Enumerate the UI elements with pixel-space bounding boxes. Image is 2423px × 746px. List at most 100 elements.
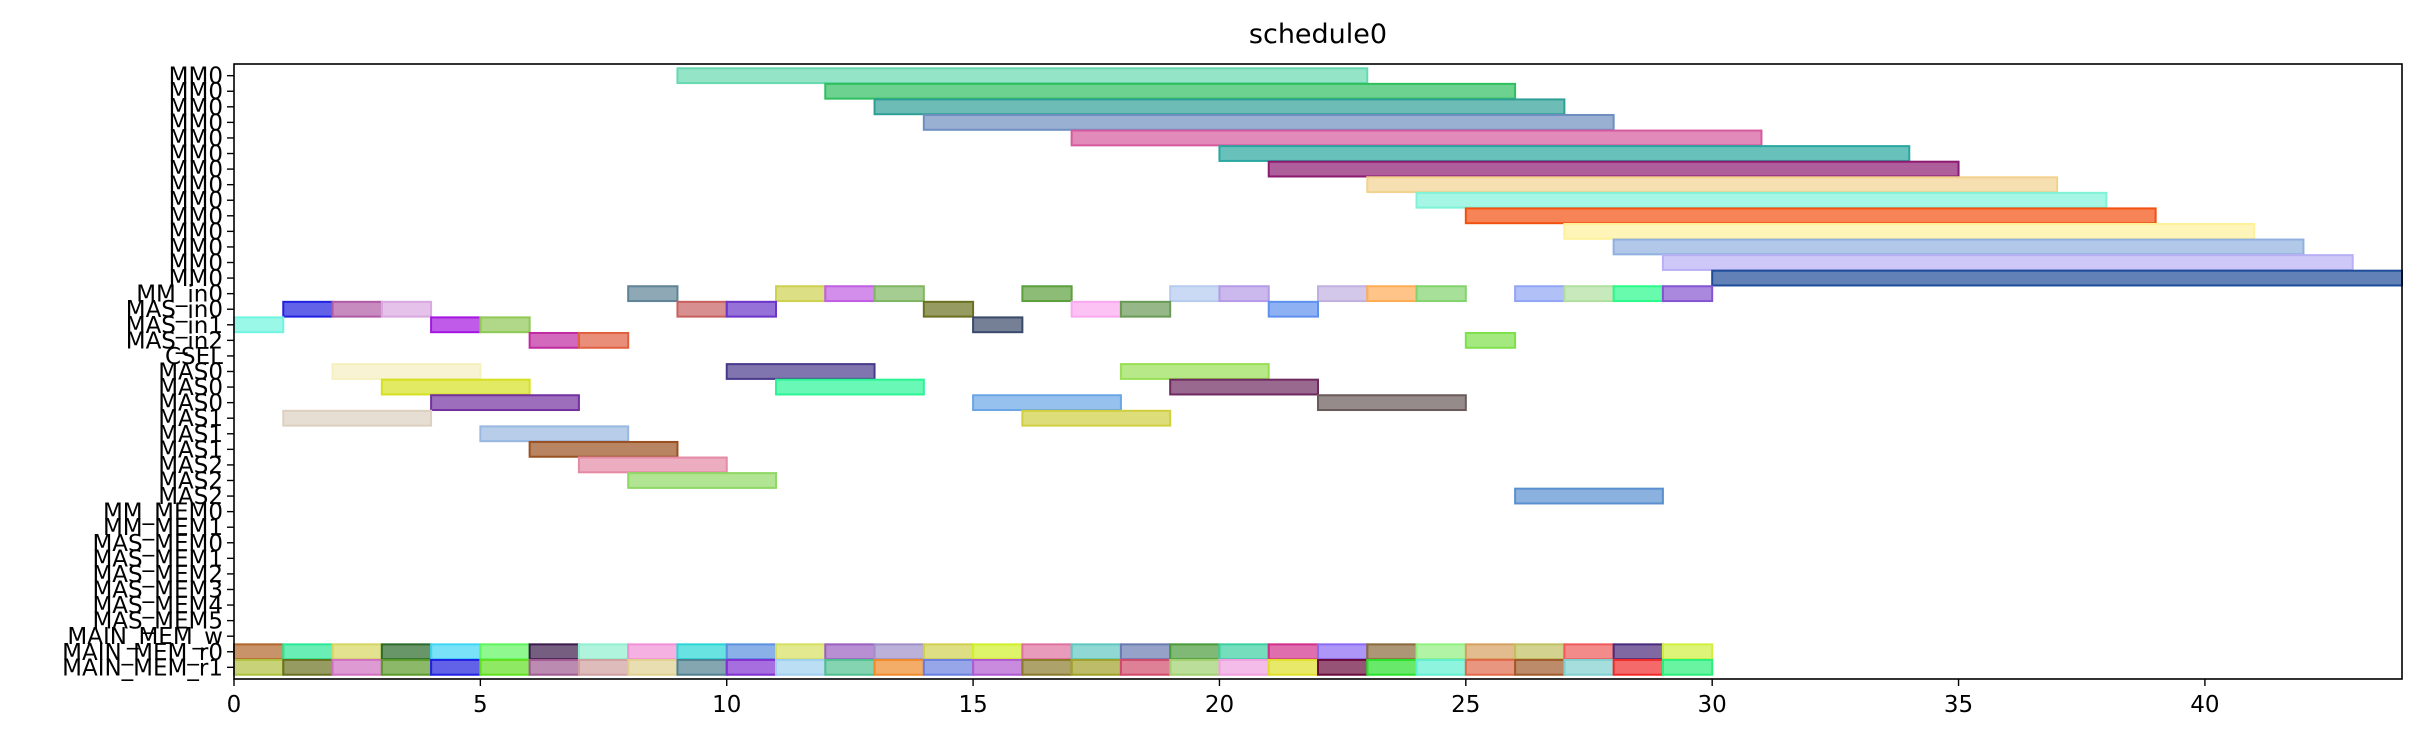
task-bar [1169,643,1221,661]
task-bar [1119,643,1172,661]
task-bar [627,472,777,489]
y-tick-label: MM0 [169,110,223,136]
task-bar [1021,285,1073,303]
y-tick-label: MAS2 [158,468,223,494]
y-tick-label: MAS_in0 [126,297,223,323]
task-bar [1366,658,1418,676]
task-bar [528,440,679,458]
y-tick-label: MM0 [169,266,223,292]
task-bar [725,363,876,380]
y-tick-label: MM0 [169,64,223,90]
task-bar [972,316,1024,334]
y-tick-label: MM0 [169,126,223,152]
task-bar [1563,643,1615,661]
task-bar [1661,254,2354,271]
task-bar [972,394,1122,412]
task-bar [1464,643,1517,661]
task-bar [1464,207,2157,225]
task-bar [1514,285,1566,303]
task-bar [479,658,531,676]
task-bar [972,658,1024,676]
task-bar [1317,658,1369,676]
x-tick-label: 10 [712,692,741,718]
task-bar [627,643,679,661]
task-bar [1711,269,2403,287]
task-bar [1415,643,1467,661]
task-bar [1415,285,1467,303]
task-bar [430,658,482,676]
task-bar [1119,300,1172,318]
task-bar [577,456,728,474]
y-tick-label: MM0 [169,142,223,168]
y-tick-label: MAIN_MEM_r0 [62,640,223,666]
task-bar [1366,176,2059,194]
task-bar [1563,222,2256,240]
task-bar [1218,643,1270,661]
task-bar [627,658,679,676]
y-tick-label: MM_MEM0 [103,500,223,526]
y-tick-label: MAS_MEM0 [92,531,223,557]
task-bar [1070,658,1122,676]
task-bar [1317,394,1467,412]
task-bar [922,113,1615,131]
task-bar [282,658,334,676]
x-tick-label: 40 [2190,692,2219,718]
task-bar [1661,658,1714,676]
task-bar [331,363,482,380]
x-tick-label: 15 [958,692,987,718]
task-bar [233,316,285,334]
y-tick-label: MM0 [169,235,223,261]
y-tick-label: MAS0 [158,391,223,417]
task-bar [676,67,1369,85]
x-tick-label: 35 [1944,692,1973,718]
task-bar [479,425,630,443]
task-bar [1169,378,1319,396]
y-tick-label: MAS2 [158,484,223,510]
task-bar [922,300,975,318]
task-bar [1021,643,1073,661]
task-bar [282,643,334,661]
y-tick-label: MM0 [169,95,223,121]
y-tick-label: MAIN_MEM_r1 [62,655,223,681]
task-bar [528,658,580,676]
x-axis-ticks: 0 5 10 15 20 25 30 35 40 [227,679,2220,718]
task-bar [824,643,876,661]
task-bar [1267,643,1320,661]
y-tick-label: MM0 [169,157,223,183]
task-bar [577,658,630,676]
x-tick-label: 25 [1451,692,1480,718]
y-tick-label: MM0 [169,173,223,199]
task-bar [1612,658,1664,676]
x-tick-label: 5 [473,692,488,718]
chart-title: schedule0 [1249,19,1387,50]
plot-frame [233,63,2403,680]
task-bar [331,300,383,318]
task-bar [380,378,531,396]
task-bar [873,658,925,676]
task-bar [1218,145,1911,162]
task-bar [873,285,925,303]
task-bar [775,643,827,661]
task-bar [479,643,531,661]
task-bar [479,316,531,334]
y-tick-label: MAS0 [158,360,223,386]
task-bar [528,643,580,661]
x-tick-label: 30 [1698,692,1727,718]
task-bar [1563,658,1615,676]
task-bar [1612,238,2305,256]
task-bar [1021,658,1073,676]
task-bar [380,658,433,676]
task-bar [873,643,925,661]
task-bar [1070,300,1122,318]
task-bar [972,643,1024,661]
task-bar [725,300,778,318]
y-tick-label: MAS_MEM4 [92,593,223,619]
task-bar [676,643,728,661]
y-tick-label: MAS0 [158,375,223,401]
y-tick-label: MAS_MEM1 [92,546,223,572]
y-tick-label: MM_MEM1 [103,515,223,541]
task-bar [725,643,778,661]
task-bar [1267,658,1320,676]
task-bar [282,409,433,427]
task-bar [1514,643,1566,661]
